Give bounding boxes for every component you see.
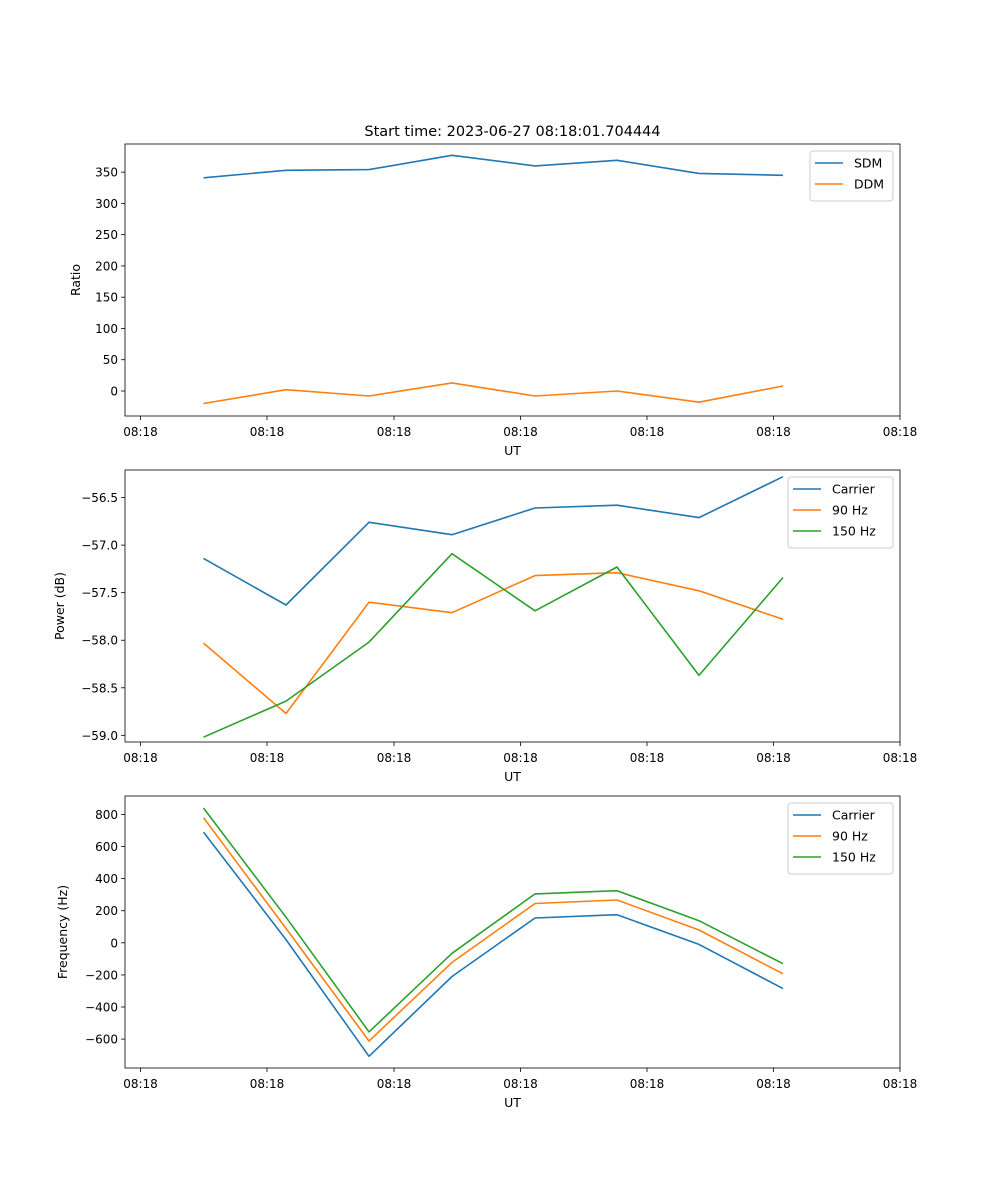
x-tick-label: 08:18	[123, 1077, 158, 1091]
y-tick-label: 400	[95, 872, 118, 886]
x-tick-label: 08:18	[630, 1077, 665, 1091]
y-tick-label: 100	[95, 322, 118, 336]
x-tick-label: 08:18	[756, 425, 791, 439]
series-line-carrier	[202, 831, 784, 1058]
y-tick-label: 150	[95, 291, 118, 305]
x-axis-label: UT	[504, 769, 521, 784]
y-tick-label: 600	[95, 840, 118, 854]
subplot-ratio: 08:18 08:18 08:18 08:18 08:18 08:18 08:18 0 50 10…	[68, 143, 918, 458]
series-line-150-hz	[202, 807, 784, 1033]
legend: Carrier 90 Hz 150 Hz	[787, 802, 894, 875]
x-tick-label: 08:18	[503, 1077, 538, 1091]
x-axis-label: UT	[504, 1095, 521, 1110]
y-tick-label: 50	[103, 353, 118, 367]
legend-label-carrier: Carrier	[832, 808, 876, 823]
y-tick-label: −600	[85, 1033, 118, 1047]
x-tick-label: 08:18	[250, 1077, 285, 1091]
x-tick-label: 08:18	[756, 751, 791, 765]
y-tick-label: 0	[110, 384, 118, 398]
y-tick-label: −57.5	[81, 586, 118, 600]
x-tick-label: 08:18	[123, 751, 158, 765]
series-line-90-hz	[202, 817, 784, 1042]
y-tick-label: 250	[95, 228, 118, 242]
x-tick-label: 08:18	[503, 751, 538, 765]
axes-frame	[124, 469, 901, 743]
y-tick-label: 0	[110, 936, 118, 950]
series-line-ddm	[203, 382, 784, 405]
y-tick-label: −58.5	[81, 681, 118, 695]
series-line-90-hz	[202, 571, 784, 715]
series-line-150-hz	[203, 552, 784, 738]
y-axis-label: Ratio	[68, 264, 83, 296]
subplot-frequency: 08:18 08:18 08:18 08:18 08:18 08:18 08:18 −600 −…	[55, 795, 918, 1110]
legend-label-150-hz: 150 Hz	[832, 850, 876, 865]
y-tick-label: −59.0	[81, 729, 118, 743]
y-axis-label: Frequency (Hz)	[55, 885, 70, 979]
series-line-carrier	[203, 475, 784, 606]
legend: SDM DDM	[809, 150, 894, 202]
y-tick-label: 300	[95, 197, 118, 211]
x-tick-label: 08:18	[250, 751, 285, 765]
y-tick-label: −58.0	[81, 634, 118, 648]
figure-title: Start time: 2023-06-27 08:18:01.704444	[364, 124, 660, 140]
legend-label-sdm: SDM	[854, 156, 882, 171]
x-axis-label: UT	[504, 443, 521, 458]
x-tick-label: 08:18	[630, 425, 665, 439]
legend-label-150-hz: 150 Hz	[832, 524, 876, 539]
legend: Carrier 90 Hz 150 Hz	[787, 476, 894, 549]
y-tick-label: 350	[95, 166, 118, 180]
y-tick-label: 200	[95, 904, 118, 918]
x-tick-label: 08:18	[883, 751, 918, 765]
y-axis-label: Power (dB)	[52, 572, 67, 640]
legend-label-90-hz: 90 Hz	[832, 503, 868, 518]
y-tick-label: 200	[95, 259, 118, 273]
x-tick-label: 08:18	[503, 425, 538, 439]
x-tick-label: 08:18	[756, 1077, 791, 1091]
axes-frame	[124, 143, 901, 417]
subplot-power: 08:18 08:18 08:18 08:18 08:18 08:18 08:18 −59.0…	[52, 469, 918, 784]
legend-label-carrier: Carrier	[832, 482, 876, 497]
x-tick-label: 08:18	[250, 425, 285, 439]
y-tick-label: 800	[95, 808, 118, 822]
axes-frame	[124, 795, 901, 1069]
series-line-sdm	[203, 154, 784, 179]
y-tick-label: −200	[85, 968, 118, 982]
x-tick-label: 08:18	[883, 1077, 918, 1091]
x-tick-label: 08:18	[630, 751, 665, 765]
y-tick-label: −400	[85, 1001, 118, 1015]
y-tick-label: −57.0	[81, 539, 118, 553]
x-tick-label: 08:18	[377, 1077, 412, 1091]
legend-label-ddm: DDM	[854, 177, 884, 192]
y-tick-label: −56.5	[81, 491, 118, 505]
x-tick-label: 08:18	[123, 425, 158, 439]
x-tick-label: 08:18	[377, 751, 412, 765]
x-tick-label: 08:18	[883, 425, 918, 439]
x-tick-label: 08:18	[377, 425, 412, 439]
legend-label-90-hz: 90 Hz	[832, 829, 868, 844]
